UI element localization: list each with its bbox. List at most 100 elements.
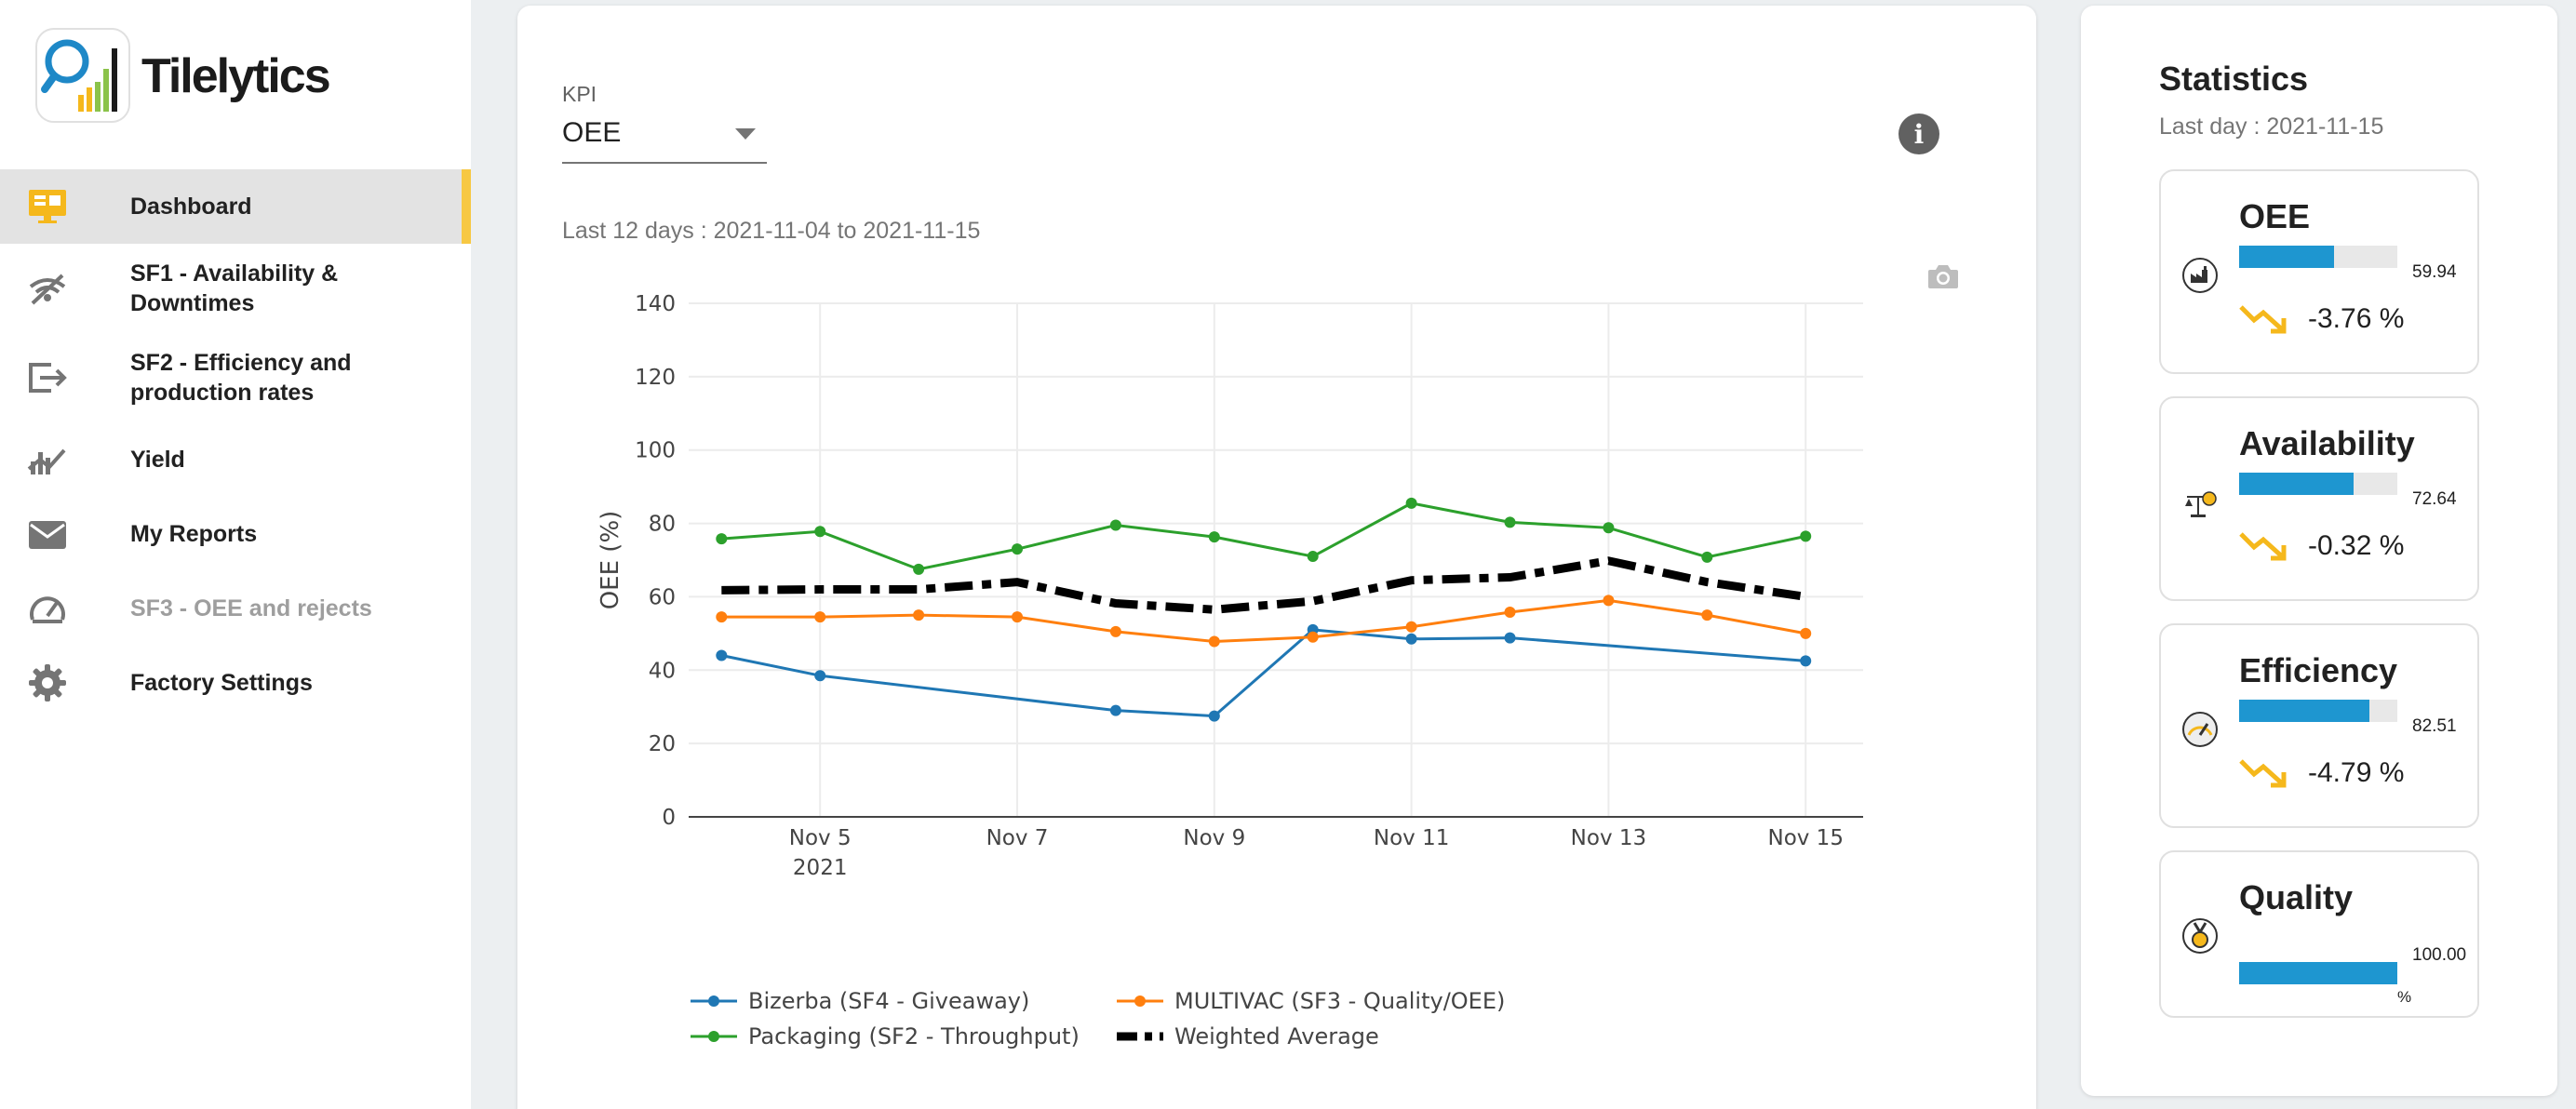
statistics-card: Statistics Last day : 2021-11-15 OEE 59.…	[2081, 6, 2557, 1096]
data-point	[814, 670, 826, 682]
series-line-1	[721, 598, 1806, 644]
stat-name: Availability	[2239, 424, 2415, 462]
sidebar-item-sf1[interactable]: SF1 - Availability & Downtimes	[0, 244, 471, 333]
stat-progress-bar	[2239, 962, 2397, 984]
stat-progress-fill	[2239, 473, 2355, 495]
legend-label: Weighted Average	[1174, 1023, 1379, 1049]
main-card: KPI OEE i Last 12 days : 2021-11-04 to 2…	[517, 6, 2036, 1109]
stat-value: 82.51	[2412, 716, 2457, 736]
gauge-icon	[2181, 711, 2219, 748]
legend-marker	[708, 1031, 719, 1042]
data-point	[1307, 551, 1319, 563]
mail-icon	[26, 513, 69, 555]
data-point	[1800, 655, 1812, 667]
scale-icon	[2181, 484, 2219, 521]
x-tick-label: Nov 7	[986, 826, 1049, 850]
data-point	[1208, 531, 1220, 543]
info-icon[interactable]: i	[1898, 114, 1939, 154]
sidebar-item-factory-settings[interactable]: Factory Settings	[0, 646, 471, 720]
signal-icon	[26, 267, 69, 310]
export-icon	[26, 356, 69, 399]
stat-card-oee: OEE 59.94 -3.76 %	[2159, 169, 2479, 374]
data-point	[1307, 631, 1319, 643]
chevron-down-icon	[735, 128, 756, 140]
data-point	[1208, 710, 1220, 722]
data-point	[1504, 606, 1516, 618]
stat-card-efficiency: Efficiency 82.51 -4.79 %	[2159, 623, 2479, 828]
data-point	[1701, 609, 1713, 621]
data-point	[1405, 633, 1417, 645]
data-point	[1504, 632, 1516, 644]
stat-progress-bar	[2239, 246, 2397, 268]
series-line-2	[721, 501, 1806, 571]
data-point	[1800, 530, 1812, 542]
legend-label: Packaging (SF2 - Throughput)	[748, 1023, 1080, 1049]
sidebar-item-label: SF3 - OEE and rejects	[130, 595, 372, 621]
statistics-title: Statistics	[2159, 60, 2309, 98]
legend-marker	[1134, 995, 1146, 1007]
brand-logo[interactable]	[35, 28, 130, 123]
kpi-select[interactable]: OEE	[562, 110, 767, 164]
data-point	[716, 611, 728, 623]
date-range-text: Last 12 days : 2021-11-04 to 2021-11-15	[562, 218, 981, 244]
stat-unit: %	[2397, 988, 2412, 1006]
y-tick-label: 40	[649, 659, 676, 683]
stat-value: 100.00	[2412, 945, 2467, 965]
y-axis-title: OEE (%)	[597, 511, 624, 610]
y-tick-label: 120	[635, 366, 676, 390]
x-tick-label: Nov 11	[1374, 826, 1449, 850]
y-tick-label: 0	[662, 806, 676, 830]
trending-down-icon	[2239, 305, 2287, 334]
factory-icon	[2181, 257, 2219, 294]
sidebar-item-label: Dashboard	[130, 194, 252, 220]
stat-value: 59.94	[2412, 262, 2457, 282]
sidebar-item-my-reports[interactable]: My Reports	[0, 497, 471, 571]
sidebar-item-sf3[interactable]: SF3 - OEE and rejects	[0, 571, 471, 646]
kpi-selected-value: OEE	[562, 117, 622, 148]
chart-trend-icon	[26, 438, 69, 481]
x-tick-label: Nov 5	[789, 826, 852, 850]
data-point	[1603, 522, 1615, 534]
sidebar: Tilelytics Dashboard SF1 - Availability …	[0, 0, 471, 1109]
stat-progress-bar	[2239, 700, 2397, 722]
camera-icon[interactable]	[1926, 262, 1960, 294]
sidebar-item-sf2[interactable]: SF2 - Efficiency and production rates	[0, 333, 471, 422]
oee-line-chart: 0 20 40 60 80 100 120 140 Nov 5 2021 Nov 7 Nov 9 Nov…	[597, 292, 1863, 1049]
data-point	[1109, 625, 1121, 637]
data-point	[1109, 519, 1121, 531]
data-point	[814, 611, 826, 623]
sidebar-item-label: Factory Settings	[130, 670, 313, 696]
sidebar-nav: Dashboard SF1 - Availability & Downtimes…	[0, 169, 471, 720]
sidebar-item-label: SF1 - Availability & Downtimes	[130, 261, 339, 316]
gear-icon	[26, 661, 69, 704]
data-point	[1405, 497, 1417, 509]
stat-name: Efficiency	[2239, 651, 2398, 689]
stat-progress-fill	[2239, 962, 2397, 984]
stat-trend-text: -4.79 %	[2308, 757, 2405, 788]
data-point	[1405, 621, 1417, 633]
kpi-label: KPI	[562, 82, 597, 106]
legend-label: Bizerba (SF4 - Giveaway)	[748, 988, 1029, 1014]
x-tick-label: Nov 15	[1767, 826, 1843, 850]
stat-card-quality: Quality 100.00 %	[2159, 850, 2479, 1018]
speedometer-icon	[26, 587, 69, 630]
monitor-icon	[26, 185, 69, 228]
stat-progress-fill	[2239, 246, 2334, 268]
legend-marker	[708, 995, 719, 1007]
sidebar-item-yield[interactable]: Yield	[0, 422, 471, 497]
data-point	[1109, 704, 1121, 716]
sidebar-item-dashboard[interactable]: Dashboard	[0, 169, 471, 244]
x-tick-sublabel: 2021	[793, 856, 848, 880]
trending-down-icon	[2239, 532, 2287, 561]
stat-progress-bar	[2239, 473, 2397, 495]
x-tick-label: Nov 13	[1571, 826, 1646, 850]
sidebar-item-label: SF2 - Efficiency and production rates	[130, 350, 352, 406]
brand-name: Tilelytics	[141, 49, 331, 103]
sidebar-item-label: Yield	[130, 447, 185, 473]
data-point	[716, 533, 728, 545]
y-tick-label: 100	[635, 439, 676, 463]
x-tick-label: Nov 9	[1183, 826, 1245, 850]
series-line-0	[720, 628, 1806, 718]
y-tick-label: 140	[635, 292, 676, 316]
y-tick-label: 80	[649, 513, 676, 537]
